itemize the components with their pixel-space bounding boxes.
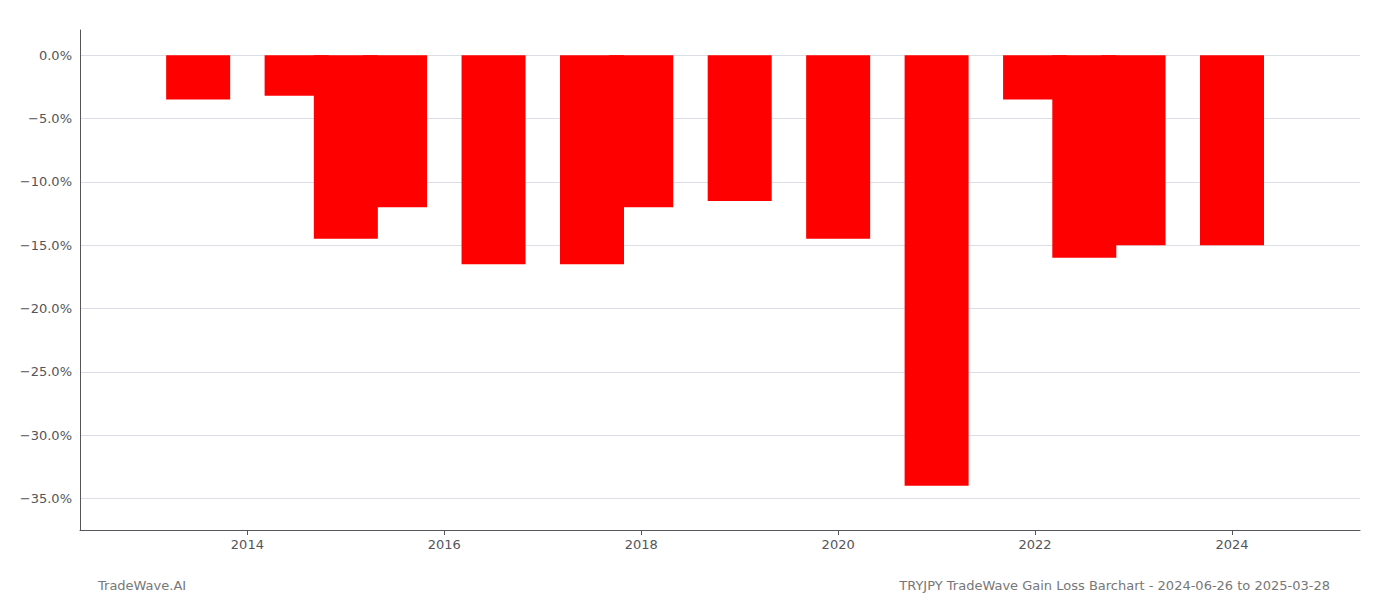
svg-text:2024: 2024 xyxy=(1215,537,1248,552)
svg-text:0.0%: 0.0% xyxy=(39,48,72,63)
svg-text:2022: 2022 xyxy=(1019,537,1052,552)
svg-text:TradeWave.AI: TradeWave.AI xyxy=(97,578,186,593)
svg-text:−25.0%: −25.0% xyxy=(20,364,72,379)
svg-text:2014: 2014 xyxy=(231,537,264,552)
svg-text:−10.0%: −10.0% xyxy=(20,174,72,189)
svg-text:−20.0%: −20.0% xyxy=(20,301,72,316)
svg-text:−35.0%: −35.0% xyxy=(20,491,72,506)
svg-text:2018: 2018 xyxy=(625,537,658,552)
svg-text:−15.0%: −15.0% xyxy=(20,238,72,253)
svg-text:2016: 2016 xyxy=(428,537,461,552)
svg-text:2020: 2020 xyxy=(822,537,855,552)
svg-text:−5.0%: −5.0% xyxy=(28,111,72,126)
svg-text:−30.0%: −30.0% xyxy=(20,428,72,443)
svg-text:TRYJPY TradeWave Gain Loss Bar: TRYJPY TradeWave Gain Loss Barchart - 20… xyxy=(898,578,1330,593)
